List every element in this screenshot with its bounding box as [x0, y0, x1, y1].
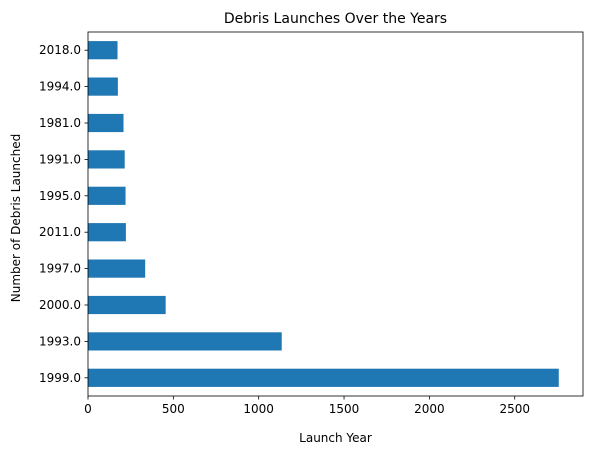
y-tick-label: 1993.0 [39, 334, 81, 348]
y-tick-label: 1991.0 [39, 152, 81, 166]
bar-2000.0 [88, 295, 166, 315]
bar-2018.0 [88, 41, 118, 60]
y-axis-label: Number of Debris Launched [9, 134, 23, 302]
y-tick-label: 1981.0 [39, 116, 81, 130]
x-tick-label: 1000 [243, 402, 274, 416]
y-tick-label: 2000.0 [39, 298, 81, 312]
x-tick-label: 1500 [329, 402, 360, 416]
bar-1994.0 [88, 77, 118, 96]
x-axis-label: Launch Year [299, 431, 372, 445]
x-axis-ticks: 0 500 1000 1500 2000 2500 [84, 396, 530, 416]
bar-2011.0 [88, 223, 126, 242]
y-tick-label: 1995.0 [39, 189, 81, 203]
x-tick-label: 2000 [414, 402, 445, 416]
x-tick-label: 2500 [499, 402, 530, 416]
x-tick-label: 500 [162, 402, 185, 416]
y-tick-label: 1997.0 [39, 262, 81, 276]
bars-group [88, 41, 559, 387]
y-tick-label: 2011.0 [39, 225, 81, 239]
bar-1995.0 [88, 186, 126, 205]
bar-1993.0 [88, 332, 282, 351]
y-tick-label: 1994.0 [39, 80, 81, 94]
y-tick-label: 1999.0 [39, 371, 81, 385]
bar-1981.0 [88, 113, 124, 133]
y-axis-ticks: 1999.0 1993.0 2000.0 1997.0 2011.0 1995.0 1991… [39, 43, 88, 385]
chart-title: Debris Launches Over the Years [224, 11, 447, 27]
plot-frame [87, 31, 584, 397]
bar-1997.0 [88, 259, 146, 278]
bar-1991.0 [88, 150, 125, 169]
bar-1999.0 [88, 368, 559, 387]
x-tick-label: 0 [84, 402, 92, 416]
y-tick-label: 2018.0 [39, 43, 81, 57]
